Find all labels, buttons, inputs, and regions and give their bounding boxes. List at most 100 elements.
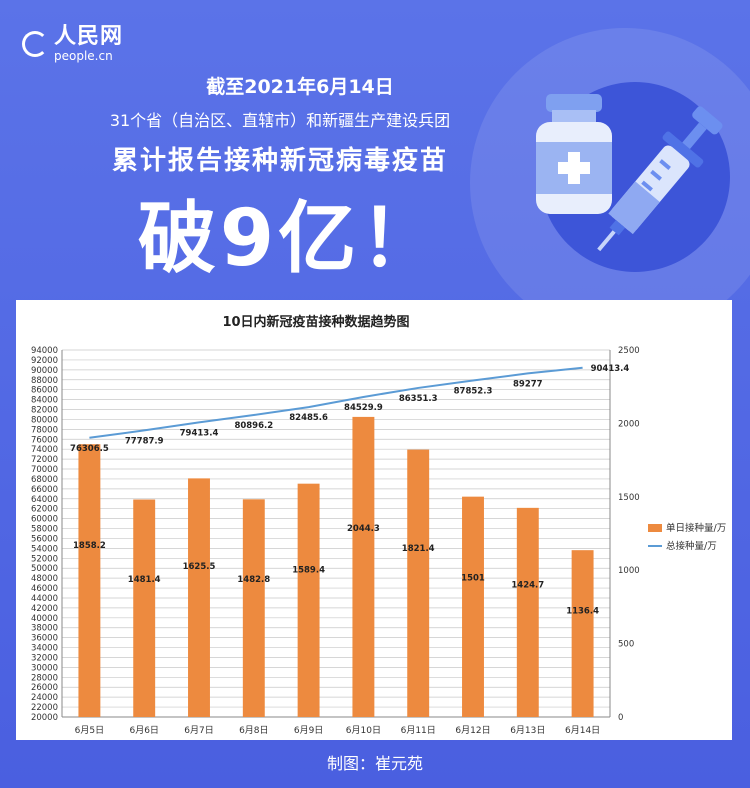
logo-english-text: people.cn (54, 49, 113, 63)
left-axis-tick-label: 28000 (31, 673, 58, 683)
left-axis-tick-label: 60000 (31, 515, 58, 525)
bar-data-label: 1424.7 (511, 580, 544, 590)
left-axis-tick-label: 76000 (31, 435, 58, 445)
left-axis-tick-label: 68000 (31, 475, 58, 485)
bar-daily-vaccinations (78, 444, 101, 717)
chart-title: 10日内新冠疫苗接种数据趋势图 (222, 314, 409, 330)
legend-bar-swatch (648, 524, 662, 532)
x-axis-tick-label: 6月6日 (129, 725, 158, 736)
chart-panel: 10日内新冠疫苗接种数据趋势图 20000 22000 24000 26000 28000… (16, 300, 732, 740)
left-axis-tick-label: 90000 (31, 366, 58, 376)
left-axis-tick-label: 66000 (31, 485, 58, 495)
bar-daily-vaccinations (571, 550, 594, 717)
line-data-label: 82485.6 (289, 413, 328, 423)
date-line: 截至2021年6月14日 (206, 76, 394, 98)
left-axis-tick-label: 92000 (31, 356, 58, 366)
main-headline: 累计报告接种新冠病毒疫苗 (111, 146, 448, 176)
logo-mark-icon (22, 31, 48, 57)
x-axis-tick-label: 6月12日 (455, 725, 490, 736)
left-axis-tick-label: 62000 (31, 505, 58, 515)
bar-data-label: 1589.4 (292, 565, 325, 575)
x-axis-tick-label: 6月7日 (184, 725, 213, 736)
left-axis-tick-label: 24000 (31, 693, 58, 703)
line-data-label: 87852.3 (454, 386, 493, 396)
legend-bar-label: 单日接种量/万 (666, 522, 726, 534)
right-axis-tick-label: 0 (618, 713, 623, 723)
bar-daily-vaccinations (352, 416, 375, 717)
left-axis-tick-label: 78000 (31, 425, 58, 435)
left-axis-tick-label: 54000 (31, 544, 58, 554)
left-axis-tick-label: 88000 (31, 376, 58, 386)
vaccine-syringe-icon (536, 94, 723, 252)
line-data-label: 90413.4 (591, 364, 630, 374)
line-data-label: 84529.9 (344, 403, 383, 413)
x-axis-tick-label: 6月10日 (346, 725, 381, 736)
left-axis-tick-label: 40000 (31, 614, 58, 624)
x-axis-tick-label: 6月8日 (239, 725, 268, 736)
left-axis-tick-label: 64000 (31, 495, 58, 505)
x-axis-tick-label: 6月5日 (75, 725, 104, 736)
bar-data-label: 2044.3 (347, 524, 380, 534)
left-axis-tick-label: 26000 (31, 683, 58, 693)
bar-data-label: 1501 (461, 573, 485, 583)
bar-data-label: 1625.5 (183, 562, 216, 572)
left-axis-tick-label: 30000 (31, 663, 58, 673)
line-data-label: 79413.4 (180, 428, 219, 438)
left-axis-tick-label: 20000 (31, 713, 58, 723)
left-axis-tick-label: 84000 (31, 396, 58, 406)
left-axis-tick-label: 86000 (31, 386, 58, 396)
bar-data-label: 1136.4 (566, 607, 599, 617)
bar-daily-vaccinations (462, 496, 484, 717)
x-axis-tick-label: 6月9日 (294, 725, 323, 736)
bar-daily-vaccinations (516, 507, 539, 717)
subtitle-line: 31个省（自治区、直辖市）和新疆生产建设兵团 (109, 111, 451, 130)
line-data-label: 89277 (513, 379, 543, 389)
left-axis-tick-label: 56000 (31, 534, 58, 544)
left-axis-tick-label: 42000 (31, 604, 58, 614)
left-axis-tick-label: 58000 (31, 525, 58, 535)
left-axis-tick-label: 74000 (31, 445, 58, 455)
bar-daily-vaccinations (242, 499, 265, 717)
left-axis-tick-label: 32000 (31, 653, 58, 663)
left-axis-tick-label: 38000 (31, 624, 58, 634)
trend-chart: 10日内新冠疫苗接种数据趋势图2000022000240002600028000… (31, 314, 726, 736)
bar-daily-vaccinations (407, 449, 430, 717)
x-axis-tick-label: 6月13日 (510, 725, 545, 736)
bar-data-label: 1821.4 (402, 544, 435, 554)
bar-data-label: 1858.2 (73, 541, 106, 551)
right-axis-tick-label: 500 (618, 640, 634, 650)
right-axis-tick-label: 1000 (618, 566, 640, 576)
line-total-vaccinations (89, 366, 583, 439)
left-axis-tick-label: 94000 (31, 346, 58, 356)
left-axis-tick-label: 80000 (31, 415, 58, 425)
left-axis-tick-label: 48000 (31, 574, 58, 584)
right-axis-tick-label: 1500 (618, 493, 640, 503)
left-axis-tick-label: 82000 (31, 406, 58, 416)
bar-data-label: 1482.8 (237, 575, 270, 585)
line-data-label: 80896.2 (234, 421, 273, 431)
people-logo: 人民网 people.cn (22, 26, 123, 62)
left-axis-tick-label: 22000 (31, 703, 58, 713)
right-axis-tick-label: 2000 (618, 419, 640, 429)
right-axis-tick-label: 2500 (618, 346, 640, 356)
bar-daily-vaccinations (133, 499, 156, 717)
x-axis-tick-label: 6月14日 (565, 725, 600, 736)
left-axis-tick-label: 44000 (31, 594, 58, 604)
credit-line: 制图：崔元苑 (326, 754, 423, 773)
left-axis-tick-label: 72000 (31, 455, 58, 465)
logo-chinese-text: 人民网 (54, 24, 124, 49)
left-axis-tick-label: 52000 (31, 554, 58, 564)
left-axis-tick-label: 36000 (31, 634, 58, 644)
left-axis-tick-label: 50000 (31, 564, 58, 574)
bar-daily-vaccinations (188, 478, 210, 717)
left-axis-tick-label: 46000 (31, 584, 58, 594)
big-headline: 破9亿！ (137, 194, 443, 284)
left-axis-tick-label: 70000 (31, 465, 58, 475)
line-data-label: 77787.9 (125, 436, 164, 446)
legend-line-label: 总接种量/万 (666, 540, 717, 552)
line-data-label: 86351.3 (399, 394, 438, 404)
left-axis-tick-label: 34000 (31, 644, 58, 654)
bar-daily-vaccinations (297, 483, 320, 717)
line-data-label: 76306.5 (70, 444, 109, 454)
bar-data-label: 1481.4 (128, 575, 161, 585)
